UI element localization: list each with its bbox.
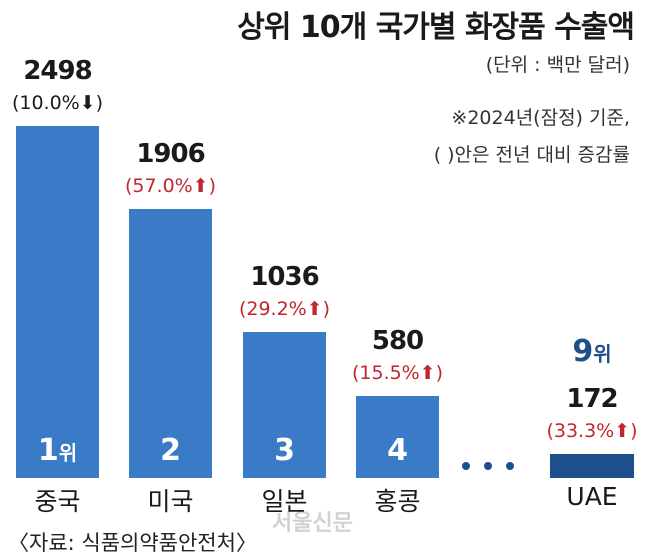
rank-label-japan: 3 <box>274 433 295 468</box>
value-label-uae: 172 <box>566 383 618 414</box>
value-label-hongkong: 580 <box>371 326 424 357</box>
change-label-japan: (29.2%⬆) <box>238 298 331 320</box>
source-note: 〈자료: 식품의약품안전처〉 <box>8 531 257 555</box>
chart-title: 상위 10개 국가별 화장품 수출액 <box>237 10 635 45</box>
change-label-usa: (57.0%⬆) <box>124 175 217 198</box>
bar-china <box>16 126 99 478</box>
category-label-uae: UAE <box>566 482 618 511</box>
rank-label-uae: 9위 <box>572 333 612 369</box>
ellipsis-dots <box>462 455 528 474</box>
rank-suffix-uae: 위 <box>593 341 612 366</box>
category-label-japan: 일본 <box>261 487 308 516</box>
rank-label-hongkong: 4 <box>387 433 408 468</box>
note-basis: ※2024년(잠정) 기준, <box>451 107 630 129</box>
note-change: ( )안은 전년 대비 증감률 <box>433 144 630 166</box>
rank-suffix: 위 <box>58 441 78 465</box>
bar-hongkong <box>356 396 439 478</box>
category-label-usa: 미국 <box>147 487 194 516</box>
rank-label-china: 1위 <box>37 433 78 468</box>
bar-usa <box>129 209 212 478</box>
bar-uae <box>550 453 634 478</box>
unit-note: (단위 : 백만 달러) <box>485 54 630 76</box>
category-label-hongkong: 홍콩 <box>374 487 421 516</box>
change-label-hongkong: (15.5%⬆) <box>351 362 444 385</box>
change-label-china: (10.0%⬇) <box>11 92 104 114</box>
value-label-china: 2498 <box>23 56 92 86</box>
change-label-uae: (33.3%⬆) <box>546 419 638 442</box>
value-label-japan: 1036 <box>250 262 319 292</box>
value-label-usa: 1906 <box>136 139 205 170</box>
watermark: 서울신문 <box>272 511 353 536</box>
rank-label-usa: 2 <box>160 433 181 468</box>
bar-japan <box>243 332 326 478</box>
category-label-china: 중국 <box>34 487 81 516</box>
